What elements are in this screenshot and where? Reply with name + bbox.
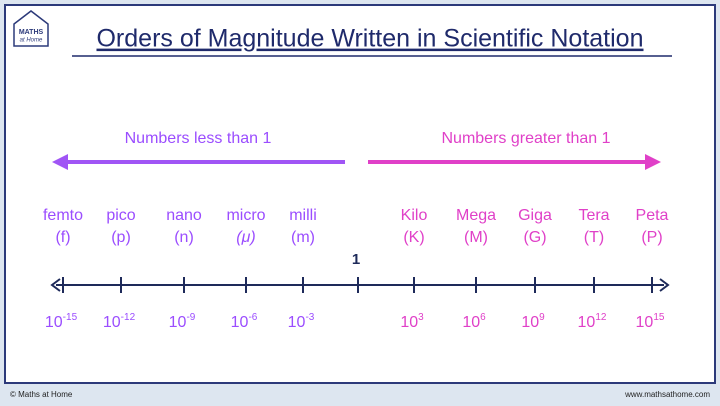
- logo: MATHS at Home: [13, 10, 49, 47]
- prefix-name: pico: [106, 207, 135, 224]
- power-base: 10: [521, 314, 539, 331]
- power-base: 10: [636, 314, 654, 331]
- prefix-symbol: (P): [641, 229, 662, 246]
- line-arrowhead: [659, 278, 670, 292]
- prefix-symbol: (T): [584, 229, 604, 246]
- prefix-name: Peta: [636, 207, 669, 224]
- footer-right: www.mathsathome.com: [624, 390, 710, 399]
- power-base: 10: [462, 314, 480, 331]
- footer-left: © Maths at Home: [10, 390, 73, 399]
- power-exponent: -12: [121, 312, 136, 323]
- power-base: 10: [578, 314, 596, 331]
- power-label: 10-6: [231, 312, 258, 332]
- power-label: 103: [400, 312, 424, 332]
- prefix-name: Tera: [578, 207, 609, 224]
- prefix-symbol: (M): [464, 229, 488, 246]
- logo-text: at Home: [20, 38, 43, 44]
- line-arrowhead: [50, 278, 61, 292]
- power-exponent: 3: [418, 312, 424, 323]
- logo-text: MATHS: [19, 29, 44, 36]
- power-label: 10-15: [45, 312, 78, 332]
- prefix-symbol: (K): [403, 229, 424, 246]
- power-label: 109: [521, 312, 545, 332]
- power-label: 10-9: [169, 312, 196, 332]
- prefix-name: Kilo: [401, 207, 428, 224]
- right-arrowhead: [645, 154, 661, 170]
- prefix-symbol: (μ): [236, 229, 255, 246]
- power-base: 10: [288, 314, 306, 331]
- power-exponent: 6: [480, 312, 486, 323]
- power-exponent: 9: [539, 312, 545, 323]
- panel: [4, 4, 716, 384]
- power-label: 1015: [636, 312, 665, 332]
- power-base: 10: [169, 314, 187, 331]
- power-exponent: -15: [63, 312, 78, 323]
- prefix-name: femto: [43, 207, 83, 224]
- power-exponent: -6: [248, 312, 257, 323]
- power-label: 1012: [578, 312, 607, 332]
- prefix-name: nano: [166, 207, 202, 224]
- prefix-name: Giga: [518, 207, 552, 224]
- power-exponent: -9: [186, 312, 195, 323]
- prefix-symbol: (f): [55, 229, 70, 246]
- left-label: Numbers less than 1: [125, 130, 272, 147]
- prefix-symbol: (G): [523, 229, 546, 246]
- power-base: 10: [103, 314, 121, 331]
- power-exponent: 12: [595, 312, 607, 323]
- logo-house: [13, 10, 49, 47]
- left-arrowhead: [52, 154, 68, 170]
- prefix-symbol: (n): [174, 229, 194, 246]
- prefix-name: micro: [226, 207, 265, 224]
- power-base: 10: [400, 314, 418, 331]
- center-label: 1: [352, 251, 360, 268]
- prefix-name: Mega: [456, 207, 496, 224]
- power-label: 10-3: [288, 312, 315, 332]
- prefix-symbol: (p): [111, 229, 131, 246]
- prefix-symbol: (m): [291, 229, 315, 246]
- right-label: Numbers greater than 1: [442, 130, 611, 147]
- power-base: 10: [231, 314, 249, 331]
- power-exponent: -3: [305, 312, 314, 323]
- power-exponent: 15: [653, 312, 665, 323]
- prefix-name: milli: [289, 207, 317, 224]
- power-label: 106: [462, 312, 486, 332]
- title: Orders of Magnitude Written in Scientifi…: [96, 25, 643, 53]
- power-label: 10-12: [103, 312, 136, 332]
- power-base: 10: [45, 314, 63, 331]
